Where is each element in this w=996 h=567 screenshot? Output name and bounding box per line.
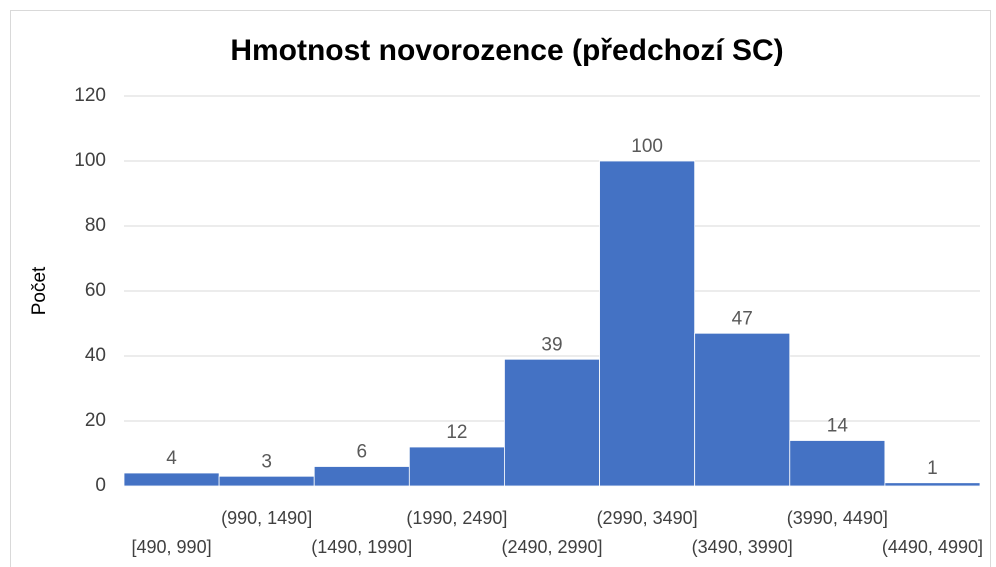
x-tick-label: (3990, 4490]: [787, 508, 888, 528]
bar: [408, 446, 505, 487]
data-label: 14: [827, 416, 849, 437]
x-tick-label: (1490, 1990]: [311, 537, 412, 557]
chart-title: Hmotnost novorozence (předchozí SC): [230, 34, 783, 67]
bar: [504, 358, 600, 487]
bar: [218, 475, 315, 487]
x-tick-label: [490, 990]: [132, 537, 212, 557]
y-tick-label: 60: [85, 280, 106, 301]
x-tick-label: (2990, 3490]: [597, 508, 698, 528]
x-tick-label: (1990, 2490]: [406, 508, 507, 528]
x-tick-label: (4490, 4990]: [882, 537, 983, 557]
y-tick-label: 80: [85, 215, 106, 236]
data-label: 3: [261, 451, 272, 472]
x-tick-label: (3490, 3990]: [692, 537, 793, 557]
data-label: 6: [356, 442, 367, 463]
data-label: 12: [446, 422, 467, 443]
y-tick-label: 0: [95, 475, 106, 496]
data-label: 47: [732, 308, 753, 329]
y-tick-label: 120: [74, 85, 106, 106]
bar: [789, 440, 886, 487]
bar: [313, 466, 410, 487]
y-axis-title: Počet: [29, 266, 50, 315]
x-tick-label: (2490, 2990]: [501, 537, 602, 557]
data-label: 100: [631, 136, 663, 157]
y-tick-label: 100: [74, 150, 106, 171]
data-label: 1: [927, 458, 938, 479]
x-tick-label: (990, 1490]: [221, 508, 312, 528]
bar: [694, 332, 791, 487]
bar: [599, 160, 696, 487]
data-label: 4: [166, 448, 177, 469]
bar: [884, 482, 981, 487]
data-label: 39: [541, 334, 562, 355]
bar: [123, 472, 220, 487]
y-tick-label: 20: [85, 410, 106, 431]
y-tick-label: 40: [85, 345, 106, 366]
